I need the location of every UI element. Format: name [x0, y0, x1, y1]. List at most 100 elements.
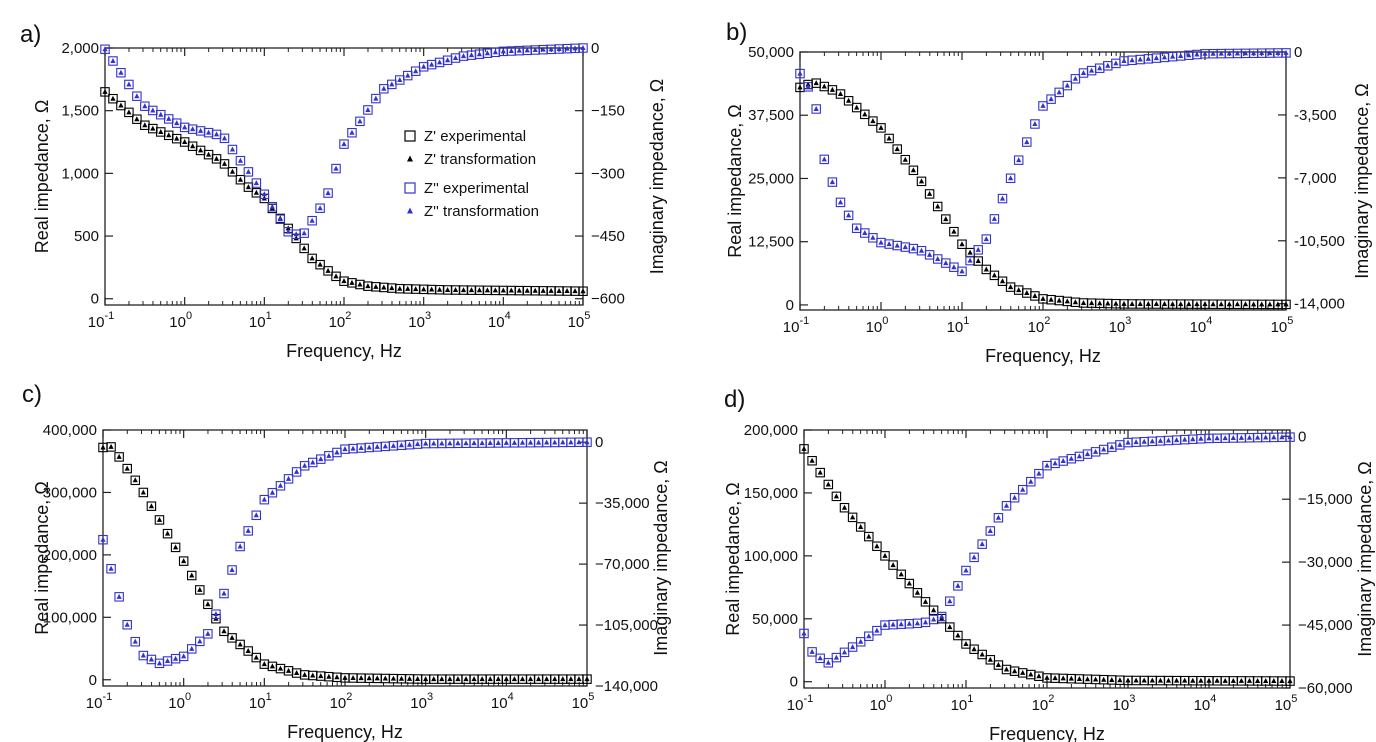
x-tick-base: 10 — [249, 695, 266, 712]
real-transformation-point — [1016, 287, 1022, 293]
imag-experimental-point — [977, 539, 987, 549]
imag-transformation-point — [516, 47, 522, 53]
imag-transformation-point — [439, 440, 445, 446]
imag-experimental-point — [307, 215, 317, 226]
legend-marker-triangle — [407, 155, 413, 162]
x-tick-base: 10 — [329, 314, 346, 331]
x-tick-exponent: 5 — [1291, 693, 1297, 705]
real-transformation-point — [116, 453, 122, 459]
real-transformation-point — [1121, 300, 1127, 306]
imag-transformation-point — [277, 216, 283, 222]
imag-transformation-point — [397, 76, 403, 82]
imag-transformation-point — [302, 462, 308, 468]
imag-transformation-point — [500, 48, 506, 54]
real-transformation-point — [1084, 676, 1091, 682]
imag-experimental-point — [582, 437, 592, 447]
real-transformation-point — [1182, 677, 1188, 683]
real-experimental-point — [932, 201, 943, 212]
real-transformation-point — [1048, 296, 1054, 302]
x-tick-label: 103 — [410, 691, 433, 712]
imag-transformation-point — [1052, 460, 1058, 466]
real-transformation-point — [564, 288, 570, 294]
imag-experimental-point — [953, 581, 963, 591]
y-left-tick-label: 0 — [786, 297, 794, 314]
imag-experimental-point — [251, 178, 262, 188]
real-transformation-point — [1279, 678, 1285, 684]
y-right-tick-label: -14,000 — [1294, 296, 1345, 313]
real-transformation-point — [492, 287, 498, 293]
real-transformation-point — [213, 155, 220, 161]
x-tick-base: 10 — [330, 695, 347, 712]
x-tick-label: 102 — [1032, 693, 1055, 714]
real-transformation-point — [1028, 671, 1034, 677]
imag-experimental-point — [243, 526, 253, 536]
imag-transformation-point — [866, 633, 872, 639]
x-tick-exponent: 5 — [588, 691, 594, 703]
imag-transformation-point — [910, 245, 916, 251]
legend-marker-square — [404, 182, 416, 194]
real-transformation-point — [1267, 301, 1273, 307]
real-transformation-point — [406, 675, 413, 681]
x-tick-base: 10 — [572, 695, 589, 712]
real-transformation-point — [429, 286, 435, 292]
imag-transformation-point — [1040, 102, 1046, 108]
imag-transformation-point — [556, 46, 562, 52]
real-transformation-point — [963, 640, 969, 646]
y-left-tick-label: 25,000 — [748, 170, 794, 187]
imag-transformation-point — [100, 536, 106, 542]
real-transformation-point — [902, 156, 908, 162]
real-transformation-point — [1222, 677, 1228, 683]
real-experimental-point — [835, 89, 846, 99]
plot-frame — [102, 429, 588, 687]
real-transformation-point — [269, 663, 275, 669]
plot-frame — [799, 51, 1287, 311]
imag-transformation-point — [205, 129, 212, 135]
imag-transformation-point — [342, 446, 348, 452]
legend-entry: Z' experimental — [424, 128, 526, 145]
real-transformation-point — [1109, 676, 1115, 682]
real-transformation-point — [943, 216, 949, 222]
imag-transformation-point — [1121, 57, 1127, 63]
imag-experimental-point — [195, 636, 205, 647]
panel-d: d)10-1 100 101 102 103 104 105050,000100,00015… — [723, 386, 1375, 742]
y-right-axis-title: Imaginary impedance, Ω — [1352, 83, 1372, 279]
real-transformation-point — [1056, 297, 1062, 303]
real-transformation-point — [1036, 673, 1042, 679]
imag-transformation-point — [245, 168, 251, 174]
imag-transformation-point — [1275, 49, 1281, 55]
imag-transformation-point — [1174, 437, 1180, 443]
imag-transformation-point — [1271, 434, 1277, 440]
x-tick-exponent: -1 — [104, 310, 114, 322]
imag-transformation-point — [1194, 51, 1200, 57]
real-transformation-point — [350, 675, 356, 681]
imag-transformation-point — [1084, 451, 1091, 457]
real-experimental-point — [847, 512, 858, 523]
imag-transformation-point — [564, 45, 570, 51]
imag-transformation-point — [967, 257, 973, 263]
real-experimental-point — [949, 226, 959, 237]
real-transformation-point — [890, 562, 896, 568]
real-transformation-point — [413, 286, 419, 292]
imag-experimental-point — [323, 188, 333, 198]
imag-transformation-point — [429, 61, 435, 67]
imag-transformation-point — [1080, 70, 1087, 76]
imag-transformation-point — [495, 439, 501, 445]
y-right-tick-label: 0 — [595, 434, 603, 451]
imag-transformation-point — [1028, 478, 1034, 484]
imag-experimental-point — [843, 210, 854, 221]
real-experimental-point — [799, 444, 809, 454]
x-tick-exponent: 0 — [186, 310, 192, 322]
x-tick-label: 101 — [249, 691, 272, 712]
imag-transformation-point — [987, 527, 993, 533]
imag-transformation-point — [874, 627, 880, 633]
real-transformation-point — [198, 147, 204, 153]
imag-transformation-point — [943, 260, 949, 266]
imag-transformation-point — [511, 439, 517, 445]
real-experimental-point — [855, 522, 866, 532]
imag-experimental-point — [799, 628, 809, 639]
imag-transformation-point — [317, 205, 323, 211]
imag-transformation-point — [326, 452, 332, 458]
real-transformation-point — [1283, 301, 1289, 307]
imag-transformation-point — [365, 106, 371, 112]
real-transformation-point — [1060, 675, 1066, 681]
